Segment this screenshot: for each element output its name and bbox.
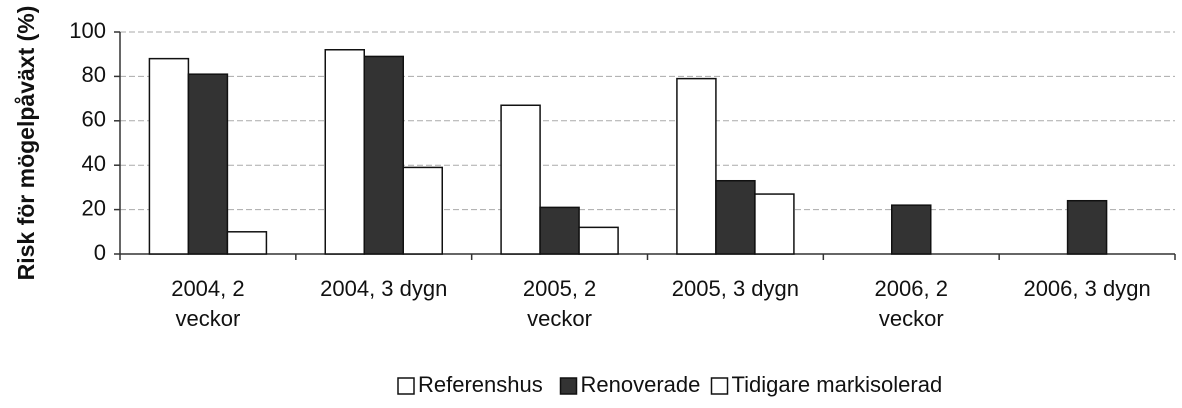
bar — [500, 104, 541, 255]
bar — [578, 226, 619, 255]
y-axis-label: Risk för mögelpåväxt (%) — [13, 6, 39, 281]
bar — [187, 73, 229, 255]
bar — [676, 77, 717, 255]
bar — [754, 193, 795, 255]
bar — [891, 204, 932, 255]
y-tick-label: 20 — [82, 195, 106, 220]
x-tick-label: 2004, 3 dygn — [320, 276, 448, 301]
legend-swatch — [710, 377, 729, 395]
bar — [363, 55, 404, 255]
y-tick-label: 60 — [82, 107, 106, 132]
legend-swatch — [397, 377, 415, 395]
x-tick-label: 2004, 2 veckor — [171, 276, 245, 331]
bar — [324, 49, 365, 255]
y-tick-label: 40 — [82, 151, 106, 176]
y-tick-label: 0 — [94, 240, 106, 265]
bar — [148, 57, 190, 255]
y-tick-label: 80 — [82, 62, 106, 87]
x-tick-label: 2006, 2 veckor — [874, 276, 948, 331]
bar — [1066, 199, 1108, 255]
x-tick-label: 2005, 3 dygn — [671, 276, 800, 301]
legend-label: Tidigare markisolerad — [732, 372, 943, 397]
x-tick-label: 2005, 2 veckor — [522, 276, 597, 331]
bar — [226, 231, 268, 255]
bar — [539, 206, 580, 255]
legend-swatch — [559, 377, 578, 395]
x-tick-label: 2006, 3 dygn — [1023, 276, 1151, 301]
bar — [715, 179, 756, 255]
y-tick-label: 100 — [69, 18, 106, 43]
bar — [402, 166, 443, 255]
legend-label: Renoverade — [581, 372, 701, 397]
legend-label: Referenshus — [418, 372, 543, 397]
